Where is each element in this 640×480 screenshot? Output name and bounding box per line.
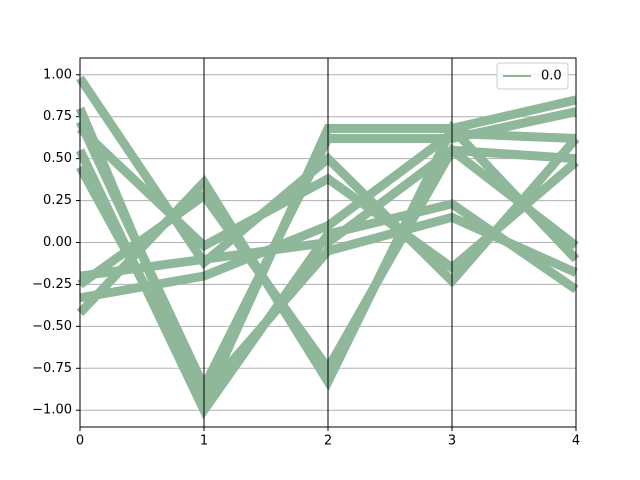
y-tick-label: 0.75 (43, 109, 72, 124)
y-tick-label: 0.25 (43, 193, 72, 208)
y-tick-label: −0.25 (32, 277, 72, 292)
x-tick-label: 3 (448, 434, 456, 449)
plot-frame (79, 57, 577, 428)
y-tick-label: −1.00 (32, 403, 72, 418)
x-tick-label: 1 (200, 434, 208, 449)
y-tick-label: −0.50 (32, 319, 72, 334)
y-tick-label: 1.00 (43, 67, 72, 82)
legend-label: 0.0 (541, 69, 562, 84)
y-tick-label: 0.50 (43, 151, 72, 166)
x-tick-label: 2 (324, 434, 332, 449)
legend-box (496, 62, 569, 90)
y-tick-label: 0.00 (43, 235, 72, 250)
y-tick-label: −0.75 (32, 361, 72, 376)
x-tick-label: 0 (76, 434, 84, 449)
x-tick-label: 4 (572, 434, 580, 449)
